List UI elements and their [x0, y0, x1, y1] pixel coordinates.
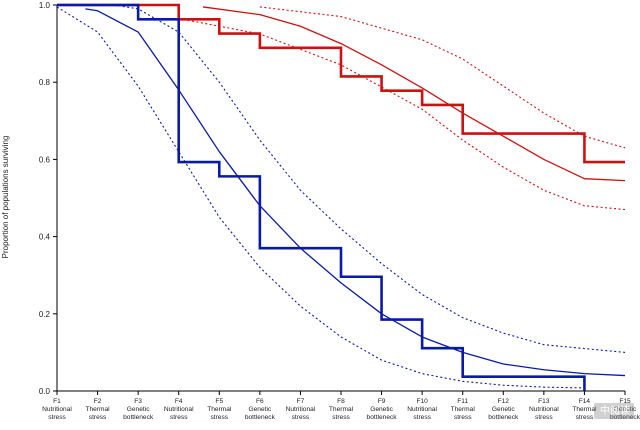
blue-confidence-band-line: [113, 4, 626, 353]
x-tick-label-line: bottleneck: [610, 414, 640, 421]
red-fitted-curve: [202, 6, 626, 182]
x-tick-label-line: Genetic: [127, 406, 150, 413]
x-tick-label-line: F4: [175, 398, 183, 405]
x-tick-label-line: Thermal: [85, 406, 110, 413]
x-tick-label-line: bottleneck: [367, 414, 398, 421]
x-tick-label-line: F5: [215, 398, 223, 405]
x-tick-label: F3 Genetic bottleneck: [123, 398, 154, 421]
x-tick-label: F10 Nutritional stress: [407, 398, 437, 421]
x-tick-label-line: Nutritional: [164, 406, 194, 413]
x-tick-label-line: stress: [89, 414, 107, 421]
x-tick-label-line: F14: [579, 398, 591, 405]
x-tick-label-line: bottleneck: [245, 414, 276, 421]
x-tick-label: F13 Nutritional stress: [529, 398, 559, 421]
x-tick-label-line: Thermal: [572, 406, 597, 413]
watermark-badge: [594, 403, 634, 419]
x-tick-label: F2 Thermal stress: [85, 398, 110, 421]
x-tick-label-line: stress: [332, 414, 350, 421]
x-tick-label-line: F3: [134, 398, 142, 405]
x-tick-label: F7 Nutritional stress: [286, 398, 316, 421]
x-tick-label-line: Thermal: [329, 406, 354, 413]
x-tick-label-line: Nutritional: [407, 406, 437, 413]
x-tick-label: F4 Nutritional stress: [164, 398, 194, 421]
x-tick-label: F6 Genetic bottleneck: [245, 398, 276, 421]
y-axis-label: Proportion of populations surviving: [1, 136, 10, 259]
x-tick-label-line: stress: [170, 414, 188, 421]
x-tick-label-line: Genetic: [370, 406, 393, 413]
blue-survival-step-line: [57, 3, 586, 391]
x-tick-label-line: stress: [535, 414, 553, 421]
x-tick-label-line: bottleneck: [123, 414, 154, 421]
blue-fitted-curve: [85, 8, 626, 377]
x-tick-label-line: stress: [413, 414, 431, 421]
y-tick-label: 0.0: [39, 387, 51, 396]
x-tick-label: F14 Thermal stress: [572, 398, 597, 421]
x-tick-label-line: F8: [337, 398, 345, 405]
x-tick-label-line: F11: [457, 398, 468, 405]
red-confidence-band-line: [178, 17, 626, 211]
red-confidence-band-line: [259, 6, 626, 149]
x-tick-label: F11 Thermal stress: [451, 398, 476, 421]
x-tick-label: F15 Genetic bottleneck: [610, 398, 640, 421]
x-tick-label: F9 Genetic bottleneck: [367, 398, 398, 421]
x-tick-label: F1 Nutritional stress: [42, 398, 72, 421]
series-layer: [56, 3, 626, 391]
watermark-text: 中阅读: [600, 406, 630, 417]
x-tick-label-line: Thermal: [451, 406, 476, 413]
x-tick-label-line: stress: [454, 414, 472, 421]
x-tick-label-line: Genetic: [248, 406, 271, 413]
x-tick-label-line: Thermal: [207, 406, 232, 413]
y-tick-label: 0.4: [39, 233, 51, 242]
x-tick-label: F12 Genetic bottleneck: [488, 398, 519, 421]
y-tick-label: 0.8: [39, 78, 51, 87]
x-tick-label-line: Genetic: [614, 406, 637, 413]
x-tick-label-line: F9: [378, 398, 386, 405]
x-tick-label-line: F12: [498, 398, 510, 405]
x-tick-label-line: F6: [256, 398, 264, 405]
x-tick-label-line: F15: [619, 398, 631, 405]
x-tick-label-line: Genetic: [492, 406, 515, 413]
x-tick-label-line: bottleneck: [488, 414, 519, 421]
blue-confidence-band-line: [56, 6, 585, 389]
x-tick-label-line: Nutritional: [286, 406, 316, 413]
x-tick-label-line: F7: [297, 398, 305, 405]
x-tick-label-line: stress: [210, 414, 228, 421]
x-tick-label-line: Nutritional: [529, 406, 559, 413]
x-tick-label: F8 Thermal stress: [329, 398, 354, 421]
y-tick-label: 0.6: [39, 155, 51, 164]
x-tick-label-line: stress: [292, 414, 310, 421]
x-tick-label-line: F13: [538, 398, 550, 405]
red-survival-step-line: [57, 3, 625, 164]
y-tick-label: 1.0: [39, 1, 51, 10]
y-tick-label: 0.2: [39, 310, 51, 319]
x-tick-label: F5 Thermal stress: [207, 398, 232, 421]
x-tick-label-line: Nutritional: [42, 406, 72, 413]
x-tick-label-line: F2: [94, 398, 102, 405]
x-tick-label-line: stress: [48, 414, 66, 421]
x-tick-label-line: F1: [53, 398, 61, 405]
axes-layer: [53, 4, 626, 395]
x-tick-label-line: F10: [416, 398, 428, 405]
x-tick-label-line: stress: [576, 414, 594, 421]
